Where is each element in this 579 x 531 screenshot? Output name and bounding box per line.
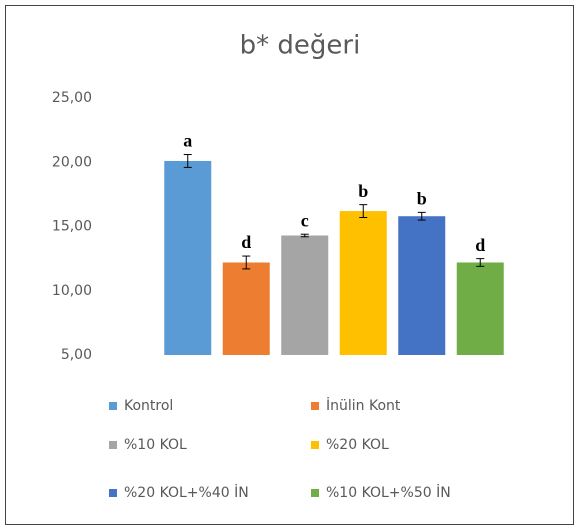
legend-swatch (109, 402, 117, 410)
y-tick-label: 15,00 (52, 219, 92, 235)
legend-label: %10 KOL (124, 437, 187, 453)
legend-swatch (109, 489, 117, 497)
y-tick-label: 25,00 (52, 90, 92, 106)
chart-title: b* değeri (240, 31, 361, 61)
legend-label: %10 KOL+%50 İN (326, 483, 451, 501)
bar (339, 211, 387, 355)
bar (456, 262, 504, 355)
legend-swatch (311, 402, 319, 410)
annotation: d (241, 232, 251, 252)
legend-swatch (109, 441, 117, 449)
legend-swatch (311, 441, 319, 449)
legend-label: %20 KOL+%40 İN (124, 483, 249, 501)
annotation: a (183, 131, 192, 151)
legend-label: Kontrol (124, 398, 173, 414)
legend-label: %20 KOL (326, 437, 389, 453)
annotation: b (358, 181, 368, 201)
bar (281, 235, 329, 355)
bar (398, 216, 446, 355)
y-tick-label: 20,00 (52, 154, 92, 170)
bar (164, 160, 212, 355)
bar (222, 262, 270, 355)
annotation: b (417, 188, 427, 208)
legend-label: İnülin Kont (326, 396, 401, 414)
annotation: c (301, 210, 309, 230)
y-tick-label: 10,00 (52, 283, 92, 299)
annotation: d (475, 235, 485, 255)
legend-swatch (311, 489, 319, 497)
y-tick-label: 5,00 (61, 347, 92, 363)
